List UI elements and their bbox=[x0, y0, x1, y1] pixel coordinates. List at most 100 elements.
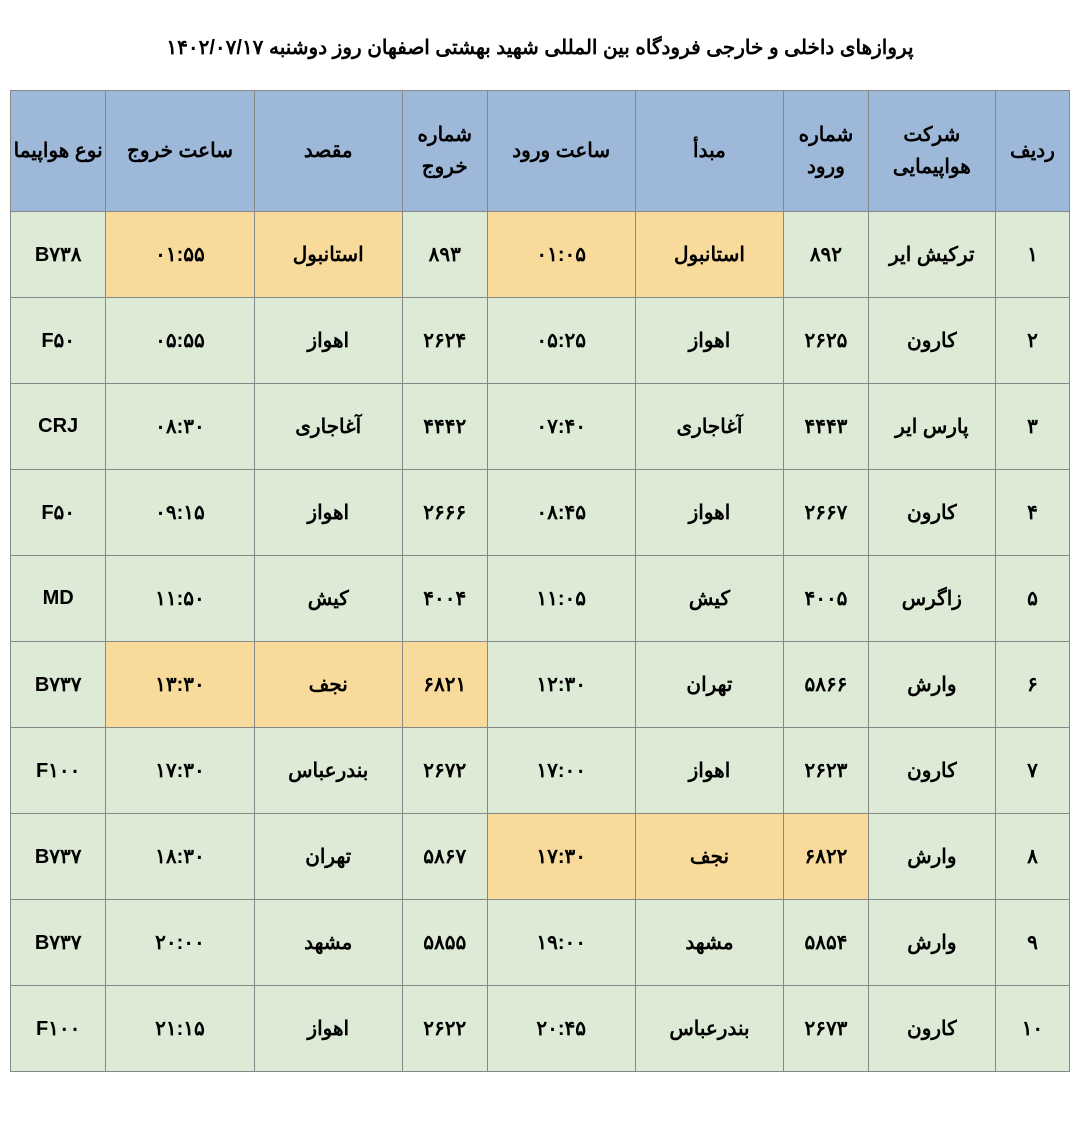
cell-in_time: ۰۸:۴۵ bbox=[487, 470, 635, 556]
cell-out_num: ۵۸۶۷ bbox=[402, 814, 487, 900]
cell-plane: B۷۳۷ bbox=[11, 814, 106, 900]
cell-in_time: ۰۷:۴۰ bbox=[487, 384, 635, 470]
cell-origin: نجف bbox=[635, 814, 783, 900]
cell-in_time: ۱۹:۰۰ bbox=[487, 900, 635, 986]
cell-in_num: ۵۸۶۶ bbox=[784, 642, 869, 728]
cell-out_num: ۲۶۲۴ bbox=[402, 298, 487, 384]
cell-origin: بندرعباس bbox=[635, 986, 783, 1072]
cell-origin: تهران bbox=[635, 642, 783, 728]
table-row: ۷کارون۲۶۲۳اهواز۱۷:۰۰۲۶۷۲بندرعباس۱۷:۳۰F۱۰… bbox=[11, 728, 1070, 814]
cell-plane: MD bbox=[11, 556, 106, 642]
col-row: ردیف bbox=[995, 91, 1069, 212]
col-dest: مقصد bbox=[254, 91, 402, 212]
cell-dest: اهواز bbox=[254, 470, 402, 556]
cell-out_time: ۲۰:۰۰ bbox=[106, 900, 254, 986]
cell-out_time: ۲۱:۱۵ bbox=[106, 986, 254, 1072]
cell-in_time: ۰۵:۲۵ bbox=[487, 298, 635, 384]
table-row: ۹وارش۵۸۵۴مشهد۱۹:۰۰۵۸۵۵مشهد۲۰:۰۰B۷۳۷ bbox=[11, 900, 1070, 986]
cell-dest: اهواز bbox=[254, 298, 402, 384]
cell-in_num: ۶۸۲۲ bbox=[784, 814, 869, 900]
cell-in_num: ۸۹۲ bbox=[784, 212, 869, 298]
cell-origin: کیش bbox=[635, 556, 783, 642]
cell-airline: کارون bbox=[868, 470, 995, 556]
col-airline: شرکتهواپیمایی bbox=[868, 91, 995, 212]
cell-in_time: ۰۱:۰۵ bbox=[487, 212, 635, 298]
cell-in_time: ۱۱:۰۵ bbox=[487, 556, 635, 642]
cell-plane: F۱۰۰ bbox=[11, 986, 106, 1072]
cell-row: ۳ bbox=[995, 384, 1069, 470]
cell-out_num: ۲۶۶۶ bbox=[402, 470, 487, 556]
cell-airline: ترکیش ایر bbox=[868, 212, 995, 298]
page-title: پروازهای داخلی و خارجی فرودگاه بین الملل… bbox=[10, 35, 1070, 60]
cell-row: ۴ bbox=[995, 470, 1069, 556]
cell-dest: استانبول bbox=[254, 212, 402, 298]
cell-dest: بندرعباس bbox=[254, 728, 402, 814]
cell-plane: B۷۳۷ bbox=[11, 900, 106, 986]
cell-out_num: ۲۶۷۲ bbox=[402, 728, 487, 814]
cell-airline: وارش bbox=[868, 642, 995, 728]
cell-plane: B۷۳۷ bbox=[11, 642, 106, 728]
col-plane: نوع هواپیما bbox=[11, 91, 106, 212]
flight-table: ردیف شرکتهواپیمایی شمارهورود مبدأ ساعت و… bbox=[10, 90, 1070, 1072]
cell-airline: کارون bbox=[868, 298, 995, 384]
cell-plane: B۷۳۸ bbox=[11, 212, 106, 298]
cell-out_time: ۰۹:۱۵ bbox=[106, 470, 254, 556]
cell-out_time: ۱۸:۳۰ bbox=[106, 814, 254, 900]
cell-plane: F۵۰ bbox=[11, 470, 106, 556]
table-row: ۱ترکیش ایر۸۹۲استانبول۰۱:۰۵۸۹۳استانبول۰۱:… bbox=[11, 212, 1070, 298]
cell-plane: F۱۰۰ bbox=[11, 728, 106, 814]
cell-in_num: ۴۴۴۳ bbox=[784, 384, 869, 470]
table-body: ۱ترکیش ایر۸۹۲استانبول۰۱:۰۵۸۹۳استانبول۰۱:… bbox=[11, 212, 1070, 1072]
cell-in_num: ۴۰۰۵ bbox=[784, 556, 869, 642]
cell-out_num: ۴۰۰۴ bbox=[402, 556, 487, 642]
cell-plane: CRJ bbox=[11, 384, 106, 470]
cell-origin: اهواز bbox=[635, 470, 783, 556]
table-row: ۱۰کارون۲۶۷۳بندرعباس۲۰:۴۵۲۶۲۲اهواز۲۱:۱۵F۱… bbox=[11, 986, 1070, 1072]
cell-dest: نجف bbox=[254, 642, 402, 728]
cell-airline: کارون bbox=[868, 986, 995, 1072]
cell-origin: اهواز bbox=[635, 298, 783, 384]
cell-in_num: ۲۶۲۳ bbox=[784, 728, 869, 814]
cell-origin: آغاجاری bbox=[635, 384, 783, 470]
cell-row: ۹ bbox=[995, 900, 1069, 986]
cell-plane: F۵۰ bbox=[11, 298, 106, 384]
cell-dest: آغاجاری bbox=[254, 384, 402, 470]
cell-row: ۷ bbox=[995, 728, 1069, 814]
table-row: ۳پارس ایر۴۴۴۳آغاجاری۰۷:۴۰۴۴۴۲آغاجاری۰۸:۳… bbox=[11, 384, 1070, 470]
cell-in_time: ۱۲:۳۰ bbox=[487, 642, 635, 728]
cell-origin: اهواز bbox=[635, 728, 783, 814]
cell-out_time: ۱۱:۵۰ bbox=[106, 556, 254, 642]
cell-airline: پارس ایر bbox=[868, 384, 995, 470]
cell-in_time: ۲۰:۴۵ bbox=[487, 986, 635, 1072]
col-in-time: ساعت ورود bbox=[487, 91, 635, 212]
col-origin: مبدأ bbox=[635, 91, 783, 212]
cell-row: ۱۰ bbox=[995, 986, 1069, 1072]
cell-in_time: ۱۷:۰۰ bbox=[487, 728, 635, 814]
cell-row: ۱ bbox=[995, 212, 1069, 298]
cell-in_num: ۵۸۵۴ bbox=[784, 900, 869, 986]
cell-out_time: ۰۸:۳۰ bbox=[106, 384, 254, 470]
table-row: ۲کارون۲۶۲۵اهواز۰۵:۲۵۲۶۲۴اهواز۰۵:۵۵F۵۰ bbox=[11, 298, 1070, 384]
cell-dest: اهواز bbox=[254, 986, 402, 1072]
cell-out_num: ۸۹۳ bbox=[402, 212, 487, 298]
table-row: ۴کارون۲۶۶۷اهواز۰۸:۴۵۲۶۶۶اهواز۰۹:۱۵F۵۰ bbox=[11, 470, 1070, 556]
col-in-num: شمارهورود bbox=[784, 91, 869, 212]
cell-row: ۶ bbox=[995, 642, 1069, 728]
cell-dest: مشهد bbox=[254, 900, 402, 986]
cell-dest: تهران bbox=[254, 814, 402, 900]
cell-row: ۵ bbox=[995, 556, 1069, 642]
table-row: ۸وارش۶۸۲۲نجف۱۷:۳۰۵۸۶۷تهران۱۸:۳۰B۷۳۷ bbox=[11, 814, 1070, 900]
cell-out_num: ۶۸۲۱ bbox=[402, 642, 487, 728]
cell-out_num: ۲۶۲۲ bbox=[402, 986, 487, 1072]
cell-in_num: ۲۶۶۷ bbox=[784, 470, 869, 556]
cell-out_num: ۵۸۵۵ bbox=[402, 900, 487, 986]
cell-airline: کارون bbox=[868, 728, 995, 814]
cell-airline: وارش bbox=[868, 814, 995, 900]
cell-origin: استانبول bbox=[635, 212, 783, 298]
cell-row: ۸ bbox=[995, 814, 1069, 900]
cell-out_time: ۰۱:۵۵ bbox=[106, 212, 254, 298]
cell-airline: وارش bbox=[868, 900, 995, 986]
table-row: ۶وارش۵۸۶۶تهران۱۲:۳۰۶۸۲۱نجف۱۳:۳۰B۷۳۷ bbox=[11, 642, 1070, 728]
table-header-row: ردیف شرکتهواپیمایی شمارهورود مبدأ ساعت و… bbox=[11, 91, 1070, 212]
col-out-time: ساعت خروج bbox=[106, 91, 254, 212]
